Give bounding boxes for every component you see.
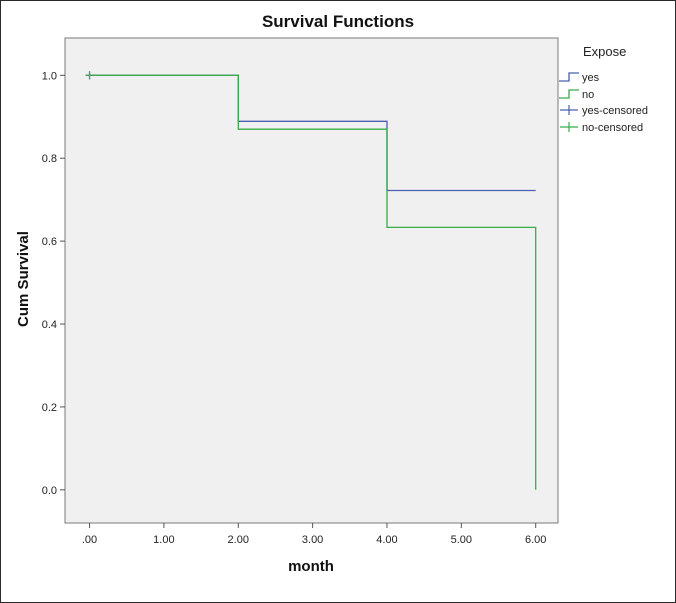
y-axis-ticks: 0.0 0.2 0.4 0.6 0.8 1.0 [42, 70, 65, 497]
legend-title: Expose [583, 44, 626, 59]
legend-swatch [559, 89, 579, 99]
chart-title: Survival Functions [262, 12, 414, 31]
legend-item-no: no [559, 89, 594, 101]
x-tick-label: 3.00 [302, 534, 323, 546]
x-axis-ticks: .00 1.00 2.00 3.00 4.00 5.00 6.00 [82, 523, 546, 546]
x-tick-label: 6.00 [525, 534, 546, 546]
legend-item-yes-censored: yes-censored [560, 105, 648, 117]
y-tick-label: 0.0 [42, 485, 57, 497]
legend: Expose yes no yes-censored no-censored [559, 44, 648, 134]
y-tick-label: 0.6 [42, 236, 57, 248]
y-tick-label: 0.2 [42, 402, 57, 414]
censor-marks [85, 71, 94, 80]
plot-area [64, 37, 559, 524]
legend-item-yes: yes [559, 72, 600, 84]
legend-swatch [559, 72, 579, 82]
series-layer [89, 74, 537, 490]
x-tick-label: 1.00 [153, 534, 174, 546]
y-tick-label: 0.4 [42, 319, 57, 331]
legend-label: yes-censored [582, 105, 648, 117]
legend-item-no-censored: no-censored [560, 122, 643, 134]
series-line-no [89, 74, 537, 490]
y-axis-title: Cum Survival [15, 231, 32, 327]
censor-mark-no-censored [85, 71, 94, 80]
legend-label: no [582, 89, 594, 101]
x-axis-title: month [288, 558, 334, 575]
legend-label: yes [582, 72, 600, 84]
x-tick-label: 5.00 [451, 534, 472, 546]
x-tick-label: 2.00 [228, 534, 249, 546]
x-tick-label: 4.00 [376, 534, 397, 546]
y-tick-label: 0.8 [42, 153, 57, 165]
legend-label: no-censored [582, 122, 643, 134]
y-tick-label: 1.0 [42, 70, 57, 82]
x-tick-label: .00 [82, 534, 97, 546]
